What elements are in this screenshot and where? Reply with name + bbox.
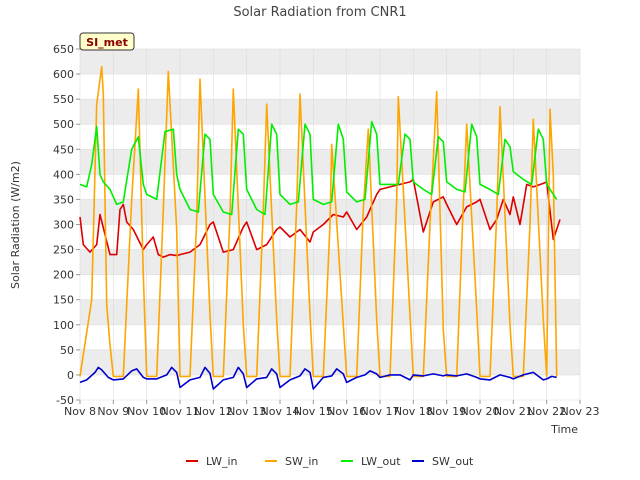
legend-label: SW_out: [432, 455, 474, 468]
plot-band: [80, 74, 580, 100]
x-tick-label: Nov 17: [361, 405, 400, 418]
y-tick-label: 350: [53, 193, 74, 206]
y-axis-ticks: -50 0 50 100 150 200 250 300 350 400 450 500 550 600 6…: [53, 43, 80, 407]
x-tick-label: Nov 8: [64, 405, 96, 418]
x-tick-label: Nov 16: [327, 405, 366, 418]
plot-band: [80, 249, 580, 275]
station-badge-label: SI_met: [86, 36, 128, 49]
series-line-sw-in: [79, 65, 558, 378]
y-tick-label: 300: [53, 219, 74, 232]
x-tick-label: Nov 10: [127, 405, 166, 418]
y-tick-label: 100: [53, 319, 74, 332]
y-tick-label: 250: [53, 244, 74, 257]
y-tick-label: 200: [53, 269, 74, 282]
plot-band: [80, 349, 580, 375]
x-tick-label: Nov 19: [427, 405, 466, 418]
series-line-sw-out: [79, 366, 557, 390]
y-tick-label: 50: [60, 344, 74, 357]
x-tick-label: Nov 18: [394, 405, 433, 418]
station-badge: SI_met: [79, 32, 135, 51]
legend-label: LW_in: [206, 455, 238, 468]
y-axis-label: Solar Radiation (W/m2): [9, 161, 22, 289]
y-tick-label: 650: [53, 43, 74, 56]
x-tick-label: Nov 9: [97, 405, 129, 418]
gridlines: [79, 48, 581, 401]
x-tick-label: Nov 11: [161, 405, 200, 418]
x-tick-label: Nov 12: [194, 405, 233, 418]
x-tick-label: Nov 13: [227, 405, 266, 418]
chart-title: Solar Radiation from CNR1: [233, 5, 406, 20]
y-tick-label: 550: [53, 93, 74, 106]
station-badge-box: [79, 32, 135, 51]
y-tick-label: 450: [53, 143, 74, 156]
legend: LW_in SW_in LW_out SW_out: [186, 455, 474, 468]
series-line-lw-out: [79, 120, 558, 216]
plot-band: [80, 49, 580, 75]
y-tick-label: 400: [53, 168, 74, 181]
y-tick-label: 600: [53, 68, 74, 81]
plot-band: [80, 324, 580, 350]
x-axis-label: Time: [550, 423, 578, 436]
y-tick-label: 0: [67, 369, 74, 382]
x-tick-label: Nov 14: [261, 405, 300, 418]
legend-label: SW_in: [285, 455, 318, 468]
plot-band: [80, 149, 580, 175]
y-tick-label: 150: [53, 294, 74, 307]
x-tick-label: Nov 21: [494, 405, 533, 418]
plot-band: [80, 99, 580, 125]
y-tick-label: 500: [53, 118, 74, 131]
series-layer: [79, 65, 561, 390]
plot-band: [80, 374, 580, 400]
x-tick-label: Nov 23: [561, 405, 600, 418]
x-tick-label: Nov 22: [527, 405, 566, 418]
x-tick-label: Nov 20: [461, 405, 500, 418]
y-tick-label: -50: [56, 394, 74, 407]
x-tick-label: Nov 15: [294, 405, 333, 418]
plot-band: [80, 299, 580, 325]
plot-band: [80, 274, 580, 300]
legend-label: LW_out: [361, 455, 401, 468]
